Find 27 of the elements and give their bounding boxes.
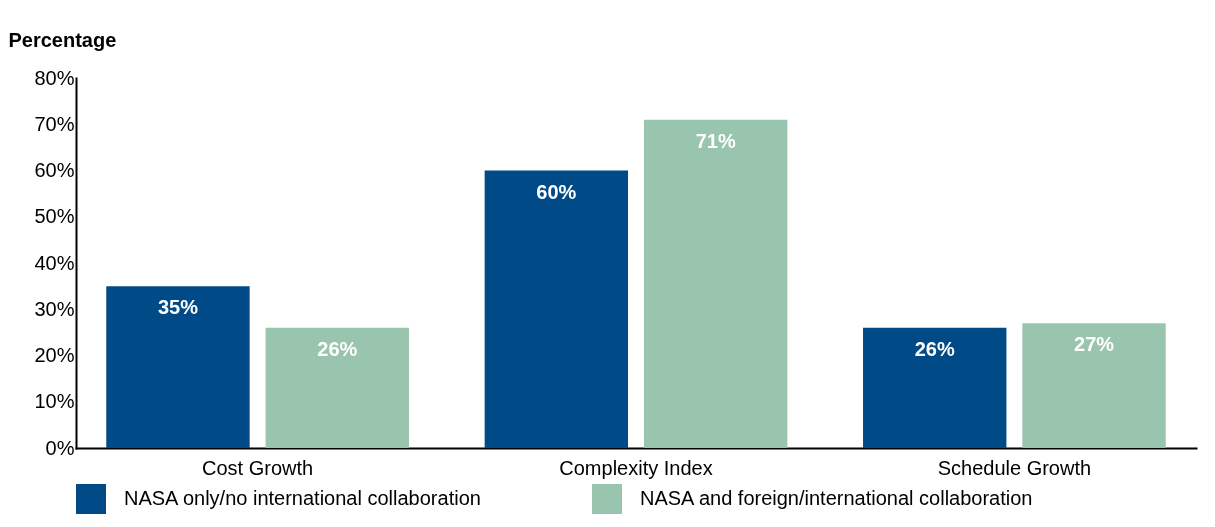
y-tick-label: 70% (34, 112, 75, 135)
x-tick-label: Cost Growth (202, 456, 314, 479)
bar (484, 170, 629, 448)
y-tick-label: 80% (34, 66, 75, 89)
text: 71% (695, 129, 736, 152)
bar (106, 286, 250, 448)
text: 35% (157, 296, 198, 319)
y-tick-label: 0% (45, 436, 75, 459)
y-tick-label: 60% (34, 159, 75, 181)
bar (863, 327, 1007, 448)
text: 26% (914, 337, 955, 360)
y-tick-label: 40% (34, 251, 75, 274)
legend-label: NASA and foreign/international collaboration (640, 487, 1033, 509)
x-tick-label: Schedule Growth (937, 456, 1092, 479)
y-tick-label: 10% (34, 390, 75, 413)
bar (265, 327, 409, 448)
y-axis-title: Percentage (8, 28, 117, 51)
text: 26% (317, 337, 358, 360)
legend-label: NASA only/no international collaboration (124, 487, 481, 509)
x-tick-label: Complexity Index (559, 456, 713, 479)
y-tick-label: 50% (34, 205, 75, 228)
bar (1022, 323, 1166, 448)
bar (643, 119, 788, 448)
y-tick-label: 30% (34, 297, 75, 320)
text: 60% (536, 180, 577, 203)
text: 27% (1074, 333, 1115, 356)
y-tick-label: 20% (34, 344, 75, 366)
